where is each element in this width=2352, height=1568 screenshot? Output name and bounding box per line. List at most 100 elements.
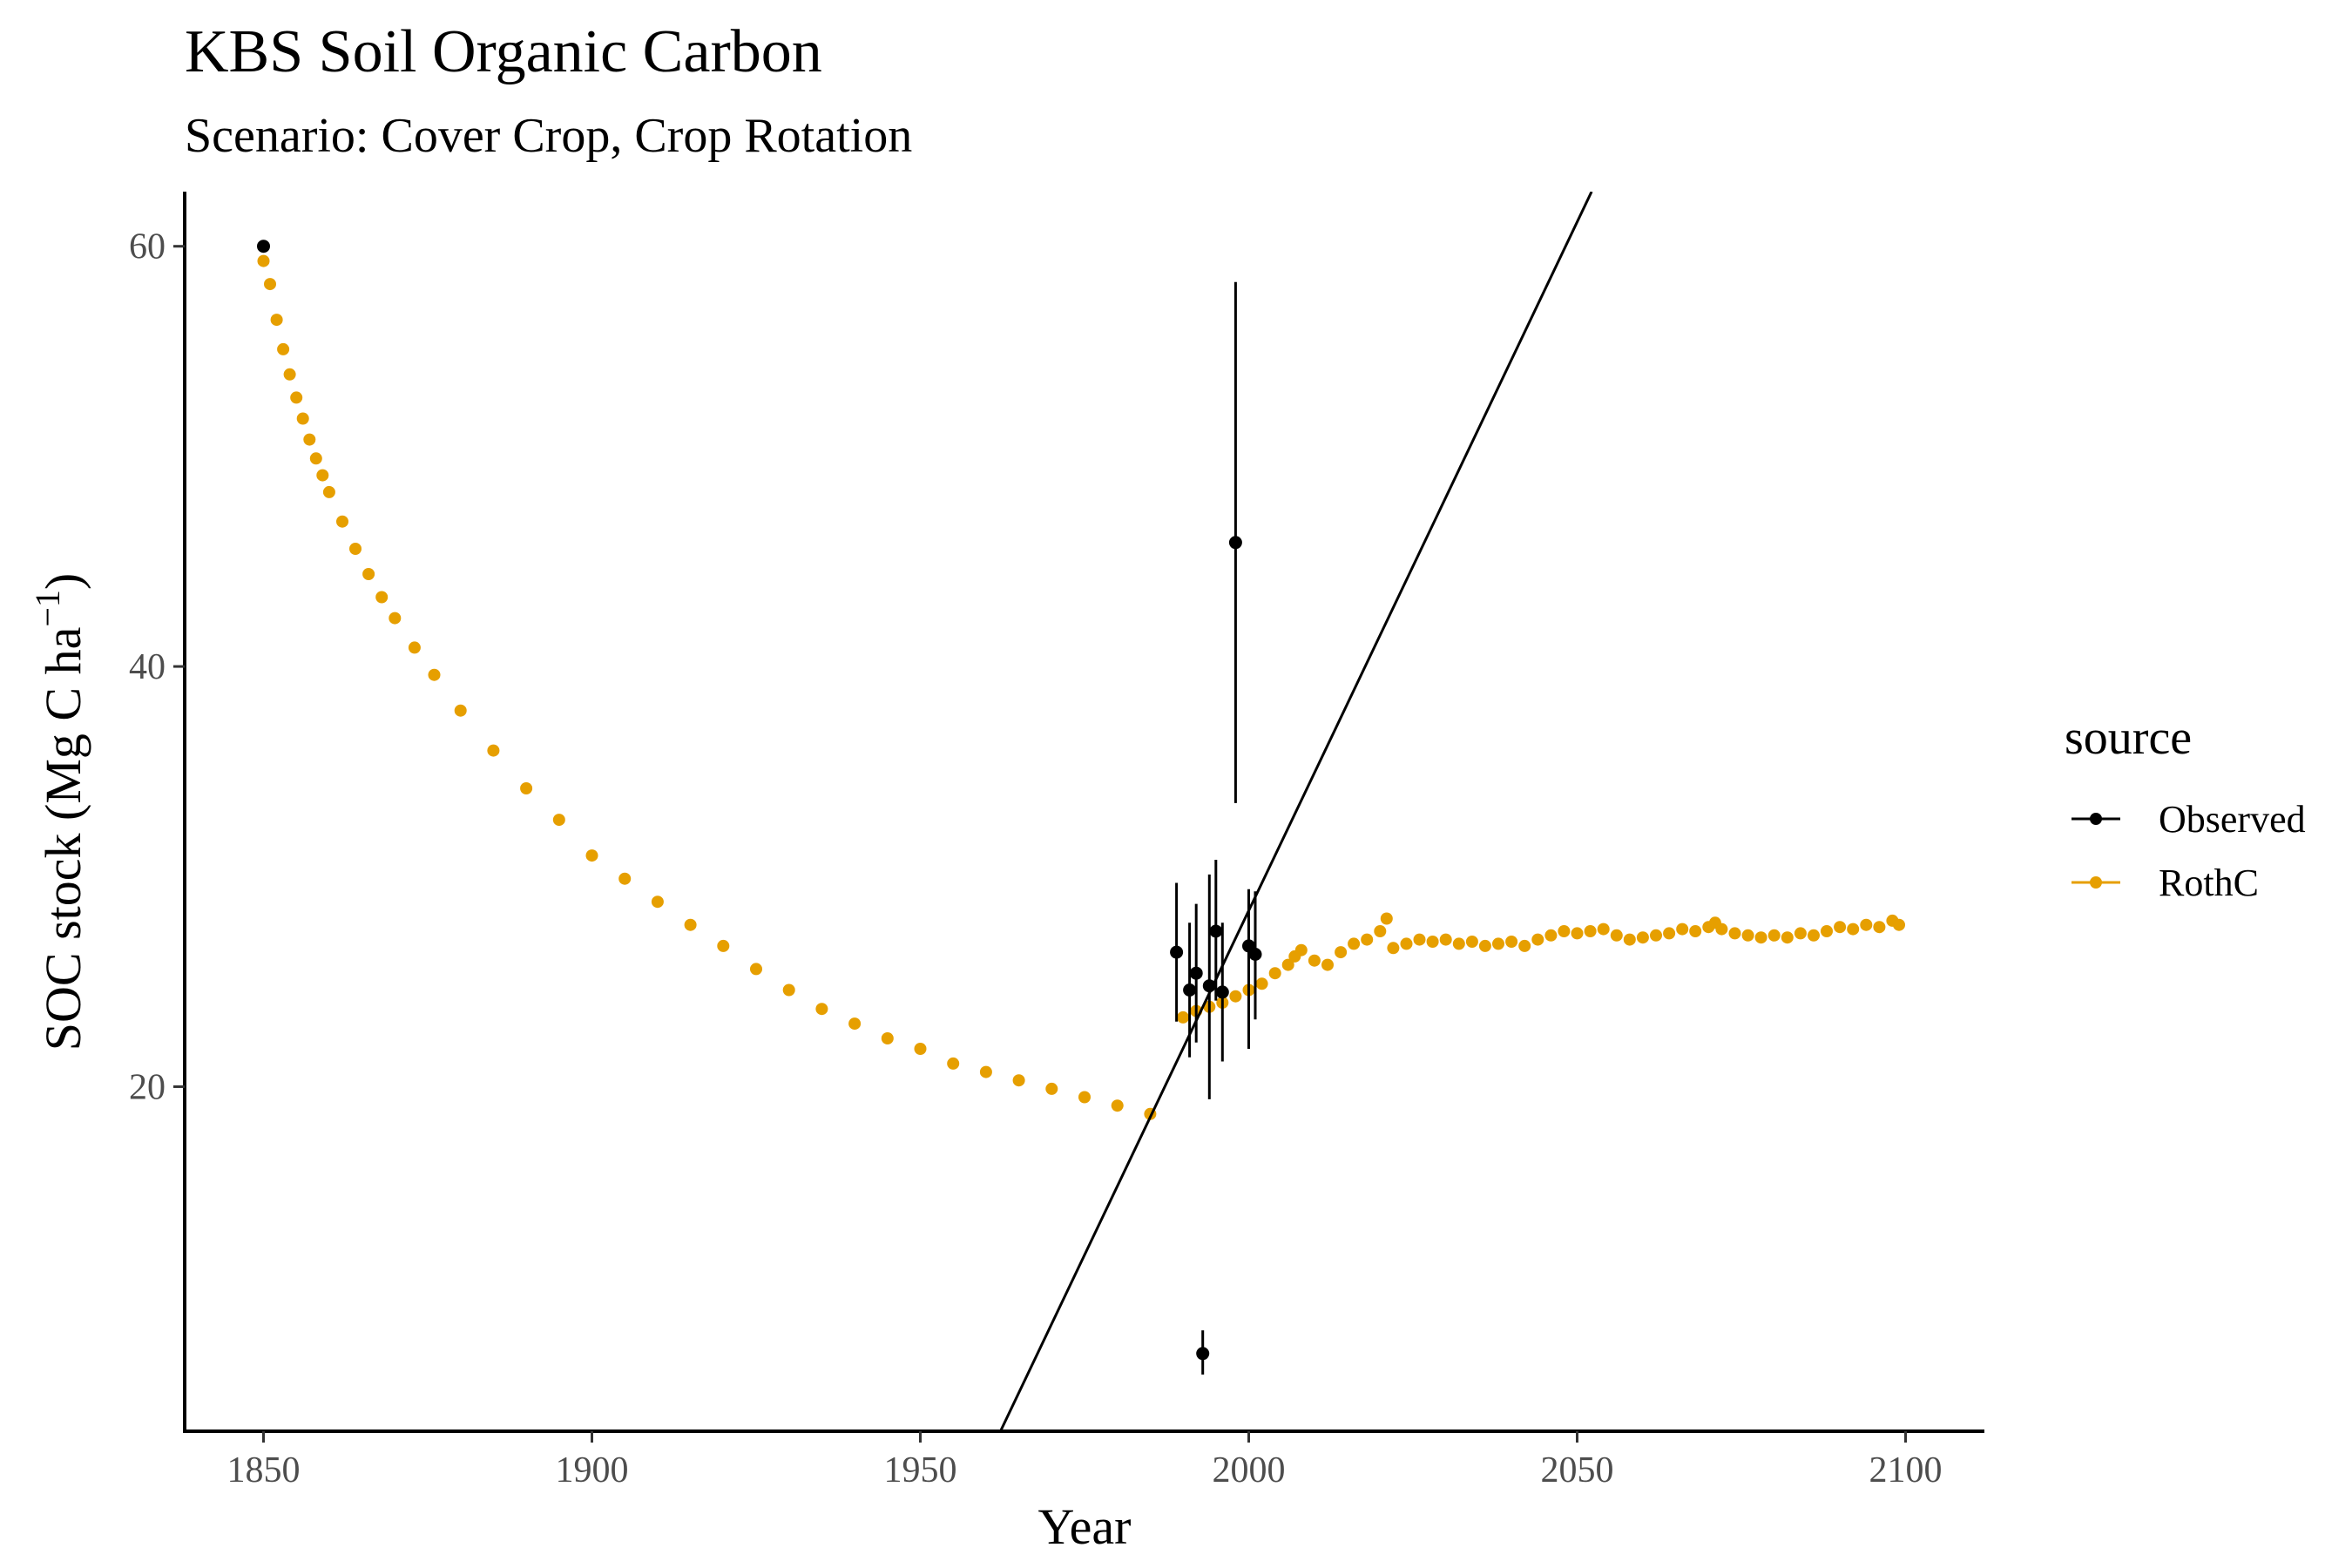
rothc-point [1348, 937, 1361, 950]
rothc-point [1834, 921, 1847, 934]
rothc-point [1893, 918, 1905, 931]
rothc-point [618, 872, 632, 885]
y-axis-title-superscript: −1 [28, 590, 67, 627]
legend-label-rothc: RothC [2159, 862, 2259, 904]
observed-point [1202, 979, 1216, 993]
rothc-point [1478, 939, 1491, 952]
observed-point [1189, 966, 1203, 980]
observed-point [257, 240, 270, 253]
rothc-point [914, 1043, 927, 1055]
rothc-point [316, 469, 329, 482]
legend-key-rothc-point [2090, 876, 2102, 889]
rothc-point [1426, 936, 1439, 948]
rothc-point [309, 452, 322, 465]
rothc-point [1255, 977, 1268, 990]
rothc-point [585, 849, 598, 862]
legend-item-rothc: RothC [2072, 862, 2259, 904]
rothc-point [375, 591, 389, 604]
observed-point [1215, 985, 1229, 999]
rothc-point [651, 896, 664, 909]
rothc-point [1505, 936, 1518, 948]
rothc-point [1308, 954, 1321, 967]
legend-title: source [2065, 711, 2192, 765]
rothc-point [296, 412, 309, 425]
rothc-point [1439, 933, 1452, 946]
rothc-point [1728, 927, 1741, 940]
rothc-point [336, 515, 348, 528]
rothc-point [1767, 929, 1781, 942]
rothc-point [362, 568, 375, 580]
rothc-point [1361, 933, 1374, 946]
rothc-point [1531, 933, 1544, 946]
rothc-point [408, 641, 421, 654]
rothc-point [1335, 946, 1348, 959]
rothc-point [1387, 942, 1400, 955]
rothc-point [1663, 927, 1676, 940]
x-tick-label: 1900 [555, 1450, 628, 1490]
rothc-point [520, 782, 533, 794]
rothc-point [848, 1017, 862, 1031]
rothc-point [1045, 1082, 1058, 1095]
axis-ticks: 1850 1900 1950 2000 2050 2100 20 40 60 [129, 227, 1943, 1490]
rothc-point [1794, 927, 1807, 940]
rothc-point [389, 612, 402, 625]
rothc-point [1281, 958, 1294, 971]
rothc-point [1781, 931, 1794, 944]
rothc-point [1610, 929, 1623, 942]
rothc-point [1808, 929, 1820, 942]
rothc-point [277, 342, 290, 355]
rothc-point [1860, 918, 1873, 931]
rothc-point [1465, 936, 1478, 948]
rothc-point [1413, 933, 1426, 946]
rothc-point [1177, 1010, 1190, 1024]
rothc-point [717, 939, 730, 952]
rothc-point [1636, 931, 1649, 944]
rothc-point [1452, 937, 1465, 950]
rothc-point [1741, 929, 1754, 942]
x-tick-label: 2050 [1541, 1450, 1614, 1490]
rothc-point [815, 1003, 828, 1016]
rothc-point [1492, 937, 1504, 950]
observed-point [1170, 945, 1184, 959]
rothc-point [270, 314, 283, 327]
rothc-point [264, 278, 276, 291]
rothc-point [1400, 937, 1413, 950]
rothc-point [303, 433, 316, 446]
legend-label-observed: Observed [2159, 798, 2306, 841]
rothc-point [1294, 943, 1308, 956]
chart-title: KBS Soil Organic Carbon [185, 18, 822, 85]
rothc-point [1584, 925, 1597, 937]
y-axis-title-main: SOC stock (Mg C ha [35, 627, 91, 1051]
rothc-point [1689, 925, 1702, 937]
rothc-point [428, 668, 441, 681]
reference-line [999, 192, 1593, 1431]
rothc-point [349, 543, 362, 555]
rothc-point [979, 1065, 992, 1078]
x-tick-label: 1950 [883, 1450, 956, 1490]
rothc-point [1715, 923, 1728, 936]
rothc-point [1380, 912, 1393, 925]
rothc-point [257, 254, 270, 267]
rothc-point [1676, 923, 1689, 936]
plot-panel [257, 192, 1905, 1431]
rothc-point [1374, 925, 1387, 937]
rothc-point [283, 368, 296, 381]
observed-point [1209, 924, 1223, 938]
y-tick-label: 40 [129, 647, 166, 687]
rothc-point [947, 1057, 960, 1070]
observed-point [1183, 983, 1197, 997]
rothc-point [1821, 925, 1833, 937]
observed-point [1248, 948, 1262, 961]
y-axis-title: SOC stock (Mg C ha−1) [28, 573, 91, 1051]
rothc-point [1571, 927, 1584, 940]
rothc-point [1597, 923, 1610, 936]
legend-key-observed-point [2090, 813, 2102, 825]
rothc-point [1650, 929, 1662, 942]
y-tick-label: 60 [129, 227, 166, 267]
y-axis-title-close: ) [35, 573, 91, 590]
rothc-point [1229, 990, 1242, 1003]
rothc-point [782, 983, 795, 997]
x-tick-label: 2000 [1213, 1450, 1286, 1490]
rothc-point [1873, 921, 1886, 934]
rothc-point [1754, 931, 1767, 944]
